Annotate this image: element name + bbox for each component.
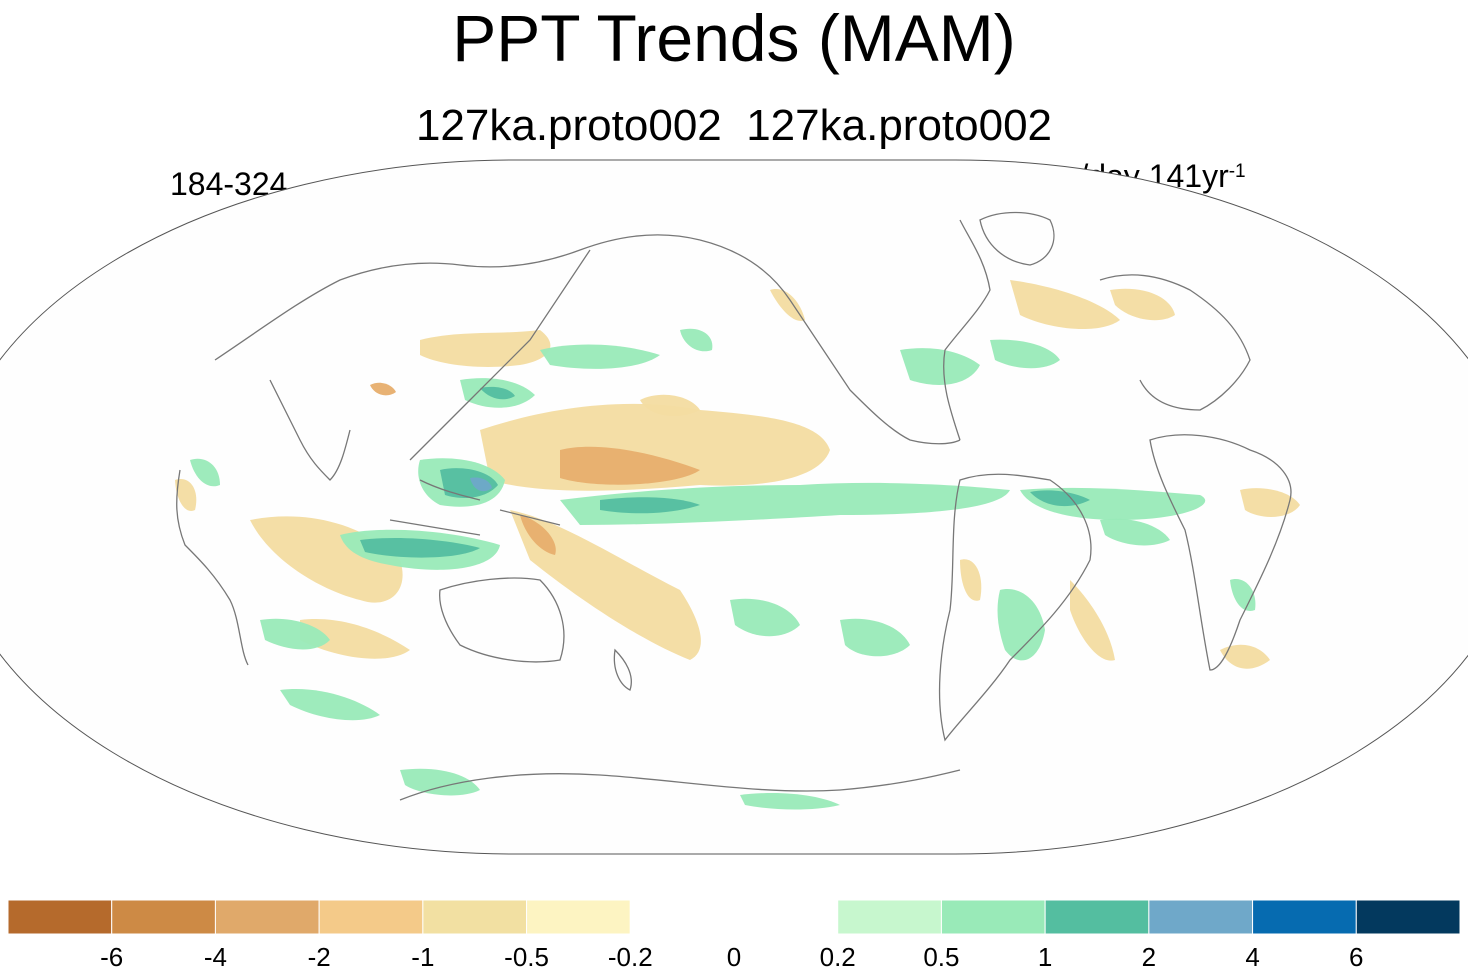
colorbar-box	[1148, 899, 1254, 935]
wet-patch-south-indian	[260, 618, 330, 650]
dry-patch-north-pacific	[640, 394, 700, 416]
dry-patch-east-asia	[420, 330, 551, 367]
dry-patch-nw-america	[770, 289, 805, 321]
colorbar-box	[837, 899, 942, 935]
colorbar-tick-label: -6	[100, 942, 123, 972]
globe-outline	[0, 159, 1468, 855]
colorbar-box	[526, 899, 631, 935]
dry-patch-north-atlantic	[1010, 280, 1120, 330]
dry-patch-asia-strong	[370, 382, 396, 396]
colorbar-tick-label: 6	[1349, 942, 1363, 972]
wet-band-equatorial-pacific	[560, 482, 1010, 525]
colorbar-tick-label: 2	[1142, 942, 1156, 972]
colorbar-box	[318, 899, 424, 935]
colorbar-box	[629, 899, 735, 935]
dry-patch-europe	[1110, 288, 1175, 321]
wet-patch-south-america	[997, 589, 1045, 661]
dry-patch-south-atlantic	[1070, 580, 1115, 661]
dry-patch-south-pacific-2	[520, 515, 556, 555]
colorbar-tick-label: -0.5	[504, 942, 549, 972]
wet-core-indonesia	[360, 537, 480, 558]
colorbar-tick-labels: -6 -4 -2 -1 -0.5 -0.2 0 0.2 0.5 1 2 4 6	[100, 942, 1363, 972]
dry-patch-south-america	[960, 559, 982, 601]
colorbar-box	[733, 899, 839, 935]
coastlines	[176, 211, 1292, 801]
wet-core-equatorial-pacific	[600, 497, 700, 514]
map-subtitle: 127ka.proto002 127ka.proto002	[415, 101, 1053, 150]
wet-patch-antarctic	[400, 768, 480, 796]
wet-patch-southeast-us	[900, 348, 980, 385]
precip-anomaly-layer	[175, 280, 1300, 810]
colorbar-box	[1044, 899, 1150, 935]
coastline-europe	[1099, 274, 1251, 411]
colorbar-box	[111, 899, 216, 935]
colorbar-tick-label: -1	[411, 942, 434, 972]
dry-patch-south-pacific	[510, 510, 701, 660]
colorbar-tick-label: 1	[1038, 942, 1052, 972]
colorbar-tick-label: 4	[1245, 942, 1259, 972]
coastline-new-zealand	[613, 648, 632, 691]
colorbar-boxes	[7, 899, 1461, 935]
wet-patch-north-pacific	[540, 344, 660, 369]
coastline-asia	[214, 234, 701, 361]
colorbar-tick-label: 0.2	[820, 942, 856, 972]
dry-patch-west-africa	[175, 479, 197, 511]
colorbar-tick-label: 0.5	[923, 942, 959, 972]
units-exponent: -1	[1228, 161, 1246, 182]
dry-patch-indian-ocean-2	[300, 619, 410, 659]
colorbar-box	[1252, 899, 1357, 935]
colorbar-box	[940, 899, 1046, 935]
dry-patch-south-africa	[1220, 644, 1270, 669]
world-map	[0, 159, 1468, 855]
colorbar-tick-label: 0	[727, 942, 741, 972]
colorbar-tick-label: -2	[308, 942, 331, 972]
wet-patch-atlantic-south	[1100, 518, 1170, 546]
colorbar-tick-label: -4	[204, 942, 227, 972]
colorbar-box	[214, 899, 320, 935]
wet-patch-southern-ocean	[280, 689, 380, 721]
coastline-greenland	[979, 211, 1055, 266]
wet-patch-north-pacific-2	[680, 328, 713, 352]
map-title: PPT Trends (MAM)	[452, 1, 1016, 75]
coastline-east-asia	[409, 249, 591, 461]
coastline-india	[269, 379, 351, 481]
wet-patch-south-pacific	[730, 598, 800, 637]
colorbar-box	[1355, 899, 1461, 935]
coastline-antarctica	[399, 769, 961, 801]
wet-patch-west-africa	[190, 458, 220, 487]
dry-patch-africa	[1240, 488, 1300, 517]
coastline-north-america-east	[943, 219, 991, 441]
coastline-maritime-continent	[389, 479, 561, 536]
colorbar-box	[7, 899, 113, 935]
colorbar-tick-label: -0.2	[608, 942, 653, 972]
wet-patch-southeast-pacific	[840, 618, 910, 657]
wet-blue-maritime-continent	[470, 477, 492, 492]
wet-patch-north-atlantic	[990, 339, 1060, 369]
coastline-africa-west	[176, 469, 249, 666]
coastline-australia	[439, 577, 565, 663]
coastline-north-america	[699, 239, 961, 445]
coastline-africa	[1149, 434, 1292, 671]
coastline-south-america	[938, 473, 1092, 742]
wet-patch-antarctic-2	[740, 793, 840, 810]
dry-patch-central-pacific-core	[560, 446, 700, 485]
colorbar-box	[422, 899, 528, 935]
wet-core-west-pacific	[480, 386, 515, 400]
